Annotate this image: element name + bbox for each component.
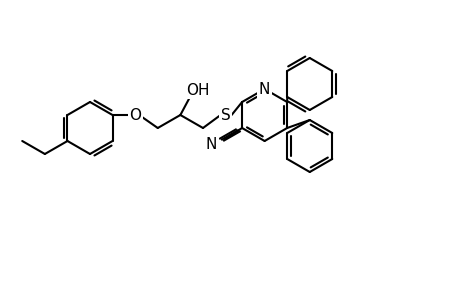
Text: O: O [129,107,141,122]
Text: N: N [258,82,270,97]
Text: N: N [205,136,217,152]
Text: OH: OH [185,83,209,98]
Text: S: S [220,107,230,122]
